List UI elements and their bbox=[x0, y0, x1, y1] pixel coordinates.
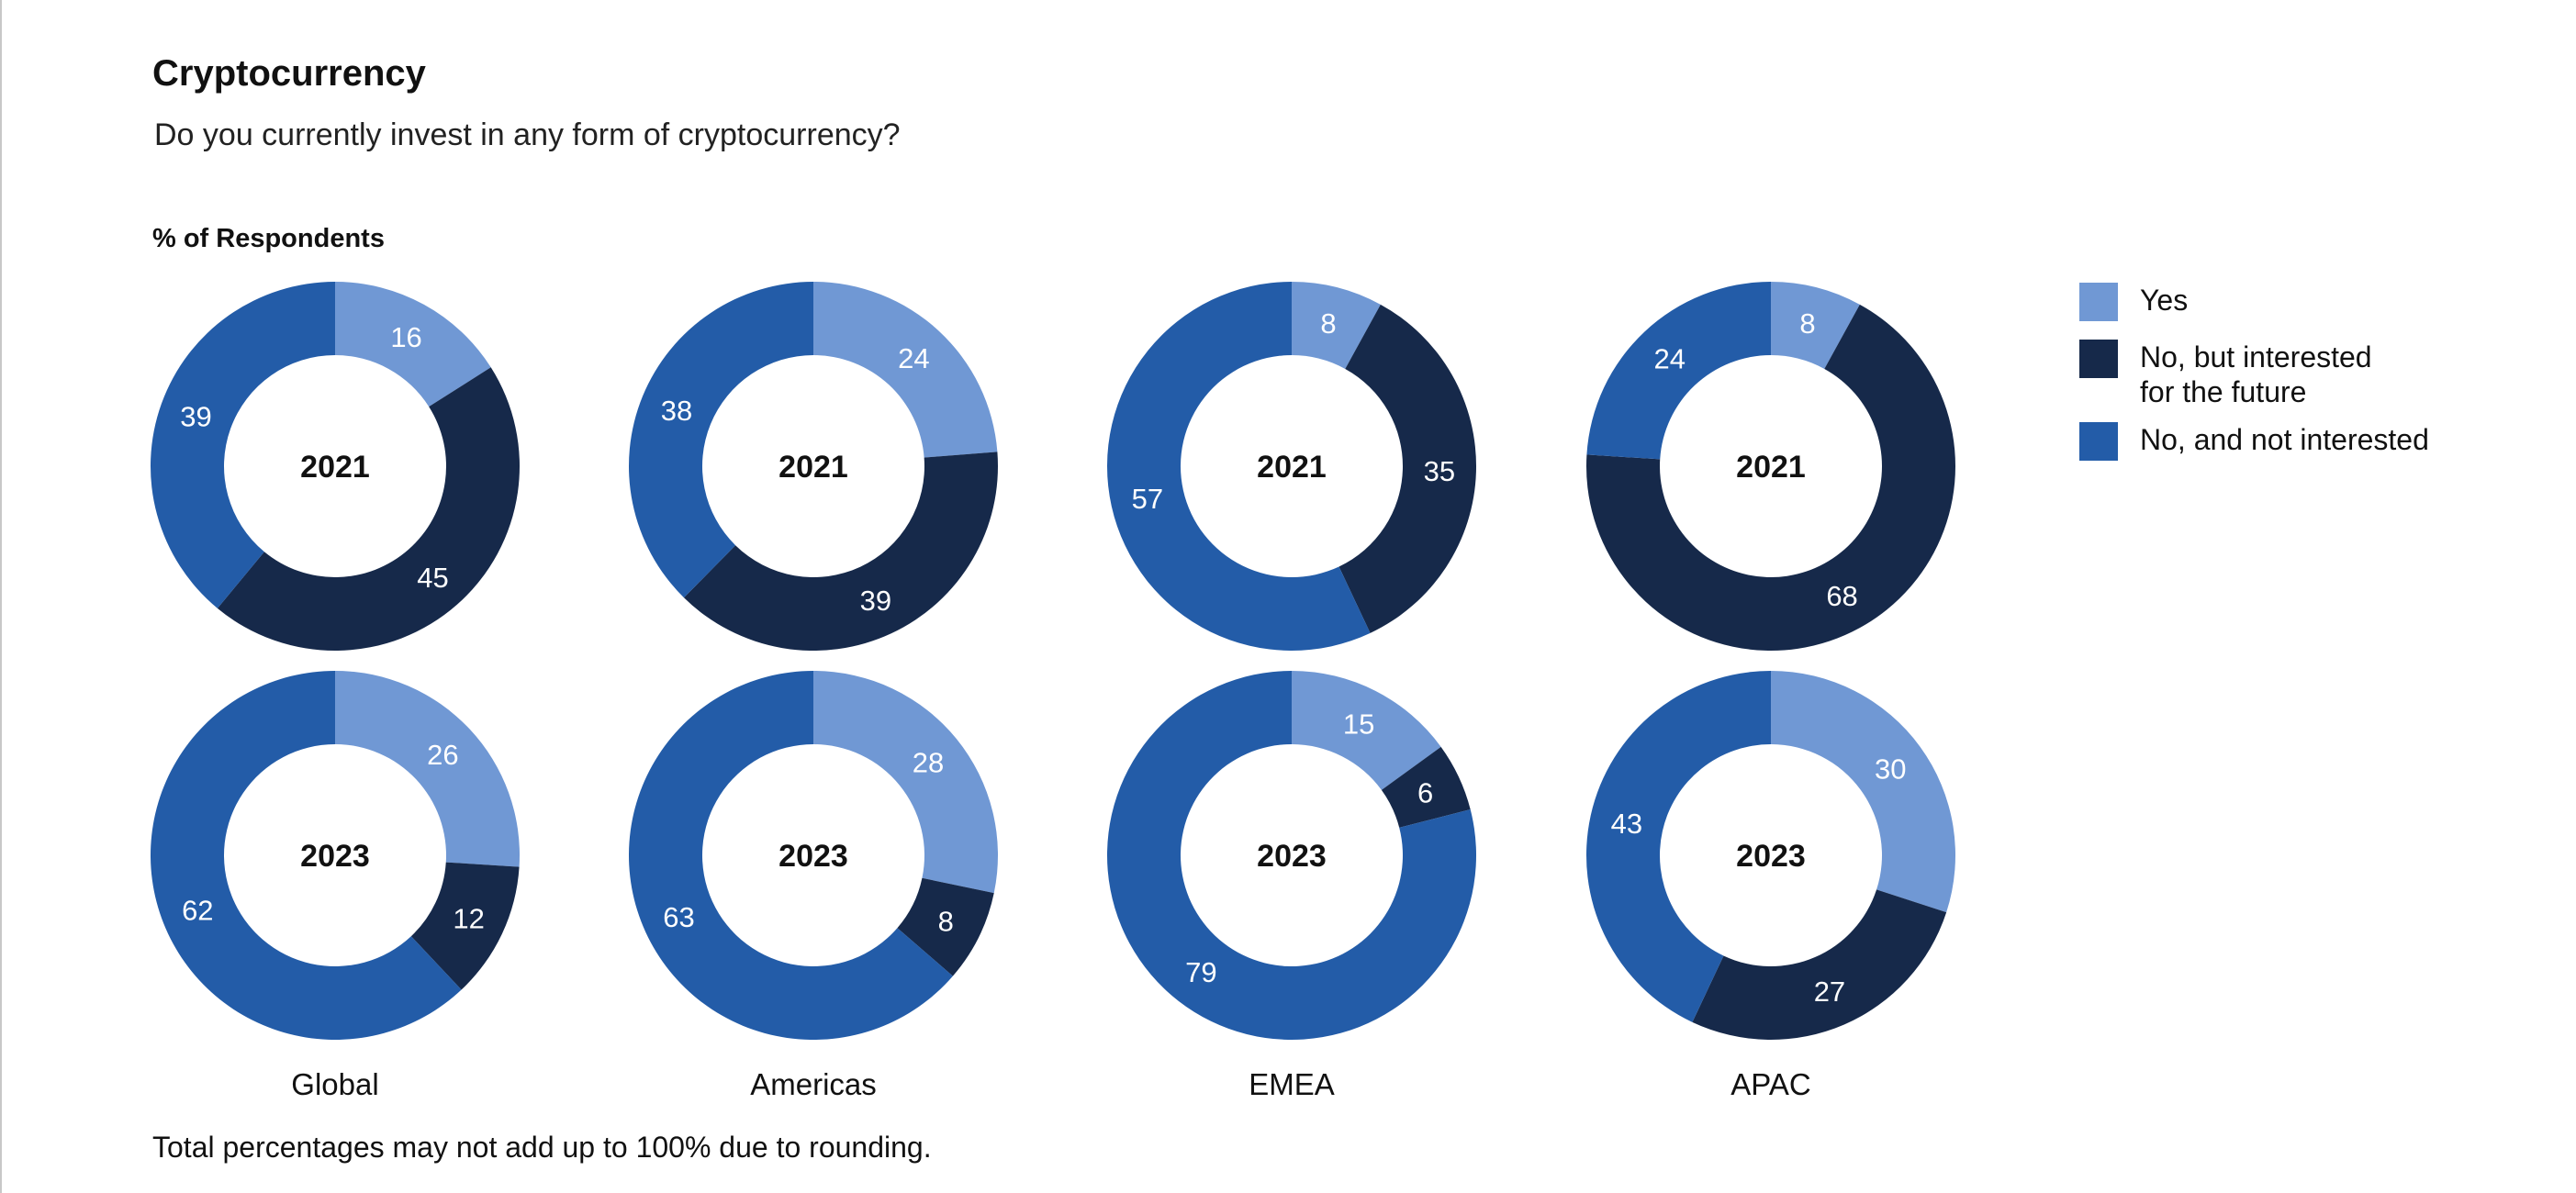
slice-americas-2023-yes bbox=[813, 671, 998, 894]
slice-label-americas-2023-yes: 28 bbox=[913, 746, 944, 778]
slice-label-global-2021-not-interested: 39 bbox=[180, 400, 211, 432]
slice-emea-2021-interested bbox=[1338, 304, 1476, 633]
slice-americas-2021-not-interested bbox=[628, 282, 813, 598]
slice-global-2023-not-interested bbox=[151, 671, 462, 1040]
donut-emea-2023: 15 6 79 2023 bbox=[1106, 671, 1476, 1040]
donut-center-label-apac-2021: 2021 bbox=[1736, 450, 1806, 485]
donut-center-label-emea-2021: 2021 bbox=[1257, 450, 1327, 485]
slice-apac-2021-not-interested bbox=[1586, 282, 1771, 460]
region-label-apac: APAC bbox=[1730, 1067, 1810, 1101]
legend-label-interested-line2: for the future bbox=[2140, 375, 2307, 408]
donut-global-2021: 16 45 39 2021 bbox=[151, 282, 520, 651]
slice-label-emea-2023-interested: 6 bbox=[1417, 776, 1433, 808]
slice-label-emea-2023-yes: 15 bbox=[1343, 708, 1374, 741]
donut-americas-2021: 24 39 38 2021 bbox=[628, 282, 998, 651]
legend-label-yes-line1: Yes bbox=[2140, 284, 2189, 317]
legend-label-interested: No, but interested for the future bbox=[2140, 340, 2470, 409]
slice-label-global-2023-interested: 12 bbox=[453, 903, 484, 935]
chart-title: Cryptocurrency bbox=[152, 53, 426, 94]
slice-label-emea-2023-not-interested: 79 bbox=[1185, 956, 1216, 988]
legend-label-yes: Yes bbox=[2140, 283, 2470, 318]
donut-center-label-americas-2023: 2023 bbox=[778, 839, 848, 874]
left-border bbox=[0, 0, 2, 1193]
slice-label-apac-2023-not-interested: 43 bbox=[1611, 808, 1642, 840]
slice-label-global-2021-interested: 45 bbox=[417, 562, 448, 594]
donut-center-label-global-2023: 2023 bbox=[300, 839, 370, 874]
donut-americas-2023: 28 8 63 2023 bbox=[628, 670, 998, 1040]
donut-emea-2021: 8 35 57 2021 bbox=[1107, 281, 1476, 651]
slice-label-emea-2021-interested: 35 bbox=[1424, 455, 1455, 487]
slice-label-apac-2021-interested: 68 bbox=[1826, 580, 1857, 612]
footnote: Total percentages may not add up to 100%… bbox=[152, 1131, 932, 1164]
donut-center-label-americas-2021: 2021 bbox=[778, 450, 848, 485]
donut-center-label-global-2021: 2021 bbox=[300, 450, 370, 485]
slice-americas-2023-not-interested bbox=[628, 670, 953, 1040]
legend-label-interested-line1: No, but interested bbox=[2140, 340, 2372, 374]
region-label-global: Global bbox=[291, 1067, 378, 1101]
slice-global-2023-interested bbox=[410, 862, 520, 990]
donut-center-label-emea-2023: 2023 bbox=[1257, 839, 1327, 874]
slice-apac-2021-yes bbox=[1771, 282, 1860, 369]
slice-label-americas-2023-not-interested: 63 bbox=[663, 901, 694, 933]
slice-label-americas-2023-interested: 8 bbox=[938, 905, 954, 937]
slice-americas-2021-yes bbox=[813, 282, 998, 458]
slice-global-2021-interested bbox=[217, 367, 520, 651]
slice-global-2021-yes bbox=[335, 282, 491, 407]
slice-emea-2023-not-interested bbox=[1106, 671, 1476, 1040]
chart-subtitle: Do you currently invest in any form of c… bbox=[154, 117, 901, 152]
legend-label-not-interested-line1: No, and not interested bbox=[2140, 423, 2429, 456]
slice-label-emea-2021-not-interested: 57 bbox=[1132, 483, 1163, 515]
slice-label-global-2023-yes: 26 bbox=[427, 739, 458, 771]
slice-americas-2021-interested bbox=[683, 452, 998, 651]
slice-label-americas-2021-not-interested: 38 bbox=[661, 395, 692, 427]
y-axis-label: % of Respondents bbox=[152, 224, 385, 253]
donut-apac-2023: 30 27 43 2023 bbox=[1585, 670, 1955, 1040]
donut-global-2023: 26 12 62 2023 bbox=[151, 671, 520, 1040]
donut-apac-2021: 8 68 24 2021 bbox=[1586, 282, 1955, 651]
slice-americas-2023-interested bbox=[897, 877, 994, 976]
slice-emea-2023-yes bbox=[1292, 671, 1441, 790]
slice-label-global-2023-not-interested: 62 bbox=[182, 894, 213, 926]
legend-swatch-not-interested bbox=[2079, 422, 2118, 461]
region-label-emea: EMEA bbox=[1249, 1067, 1335, 1101]
slice-label-apac-2023-yes: 30 bbox=[1875, 753, 1906, 785]
slice-label-americas-2021-yes: 24 bbox=[898, 342, 929, 374]
slice-emea-2021-not-interested bbox=[1107, 281, 1371, 651]
legend-label-not-interested: No, and not interested bbox=[2140, 422, 2470, 457]
slice-global-2023-yes bbox=[335, 671, 520, 867]
donut-center-label-apac-2023: 2023 bbox=[1736, 839, 1806, 874]
slice-label-global-2021-yes: 16 bbox=[390, 321, 421, 353]
slice-label-apac-2021-yes: 8 bbox=[1799, 307, 1815, 340]
slice-apac-2021-interested bbox=[1586, 304, 1955, 651]
slice-apac-2023-yes bbox=[1771, 671, 1955, 913]
slice-emea-2021-yes bbox=[1292, 282, 1381, 369]
legend-swatch-interested bbox=[2079, 340, 2118, 378]
slice-global-2021-not-interested bbox=[151, 282, 335, 608]
slice-apac-2023-not-interested bbox=[1585, 670, 1771, 1022]
region-label-americas: Americas bbox=[750, 1067, 877, 1101]
slice-emea-2023-interested bbox=[1381, 746, 1471, 828]
slice-label-americas-2021-interested: 39 bbox=[860, 585, 891, 617]
slice-label-apac-2021-not-interested: 24 bbox=[1654, 343, 1686, 375]
legend-swatch-yes bbox=[2079, 283, 2118, 321]
slice-label-emea-2021-yes: 8 bbox=[1320, 307, 1336, 340]
slice-apac-2023-interested bbox=[1692, 889, 1947, 1040]
slice-label-apac-2023-interested: 27 bbox=[1814, 976, 1845, 1008]
